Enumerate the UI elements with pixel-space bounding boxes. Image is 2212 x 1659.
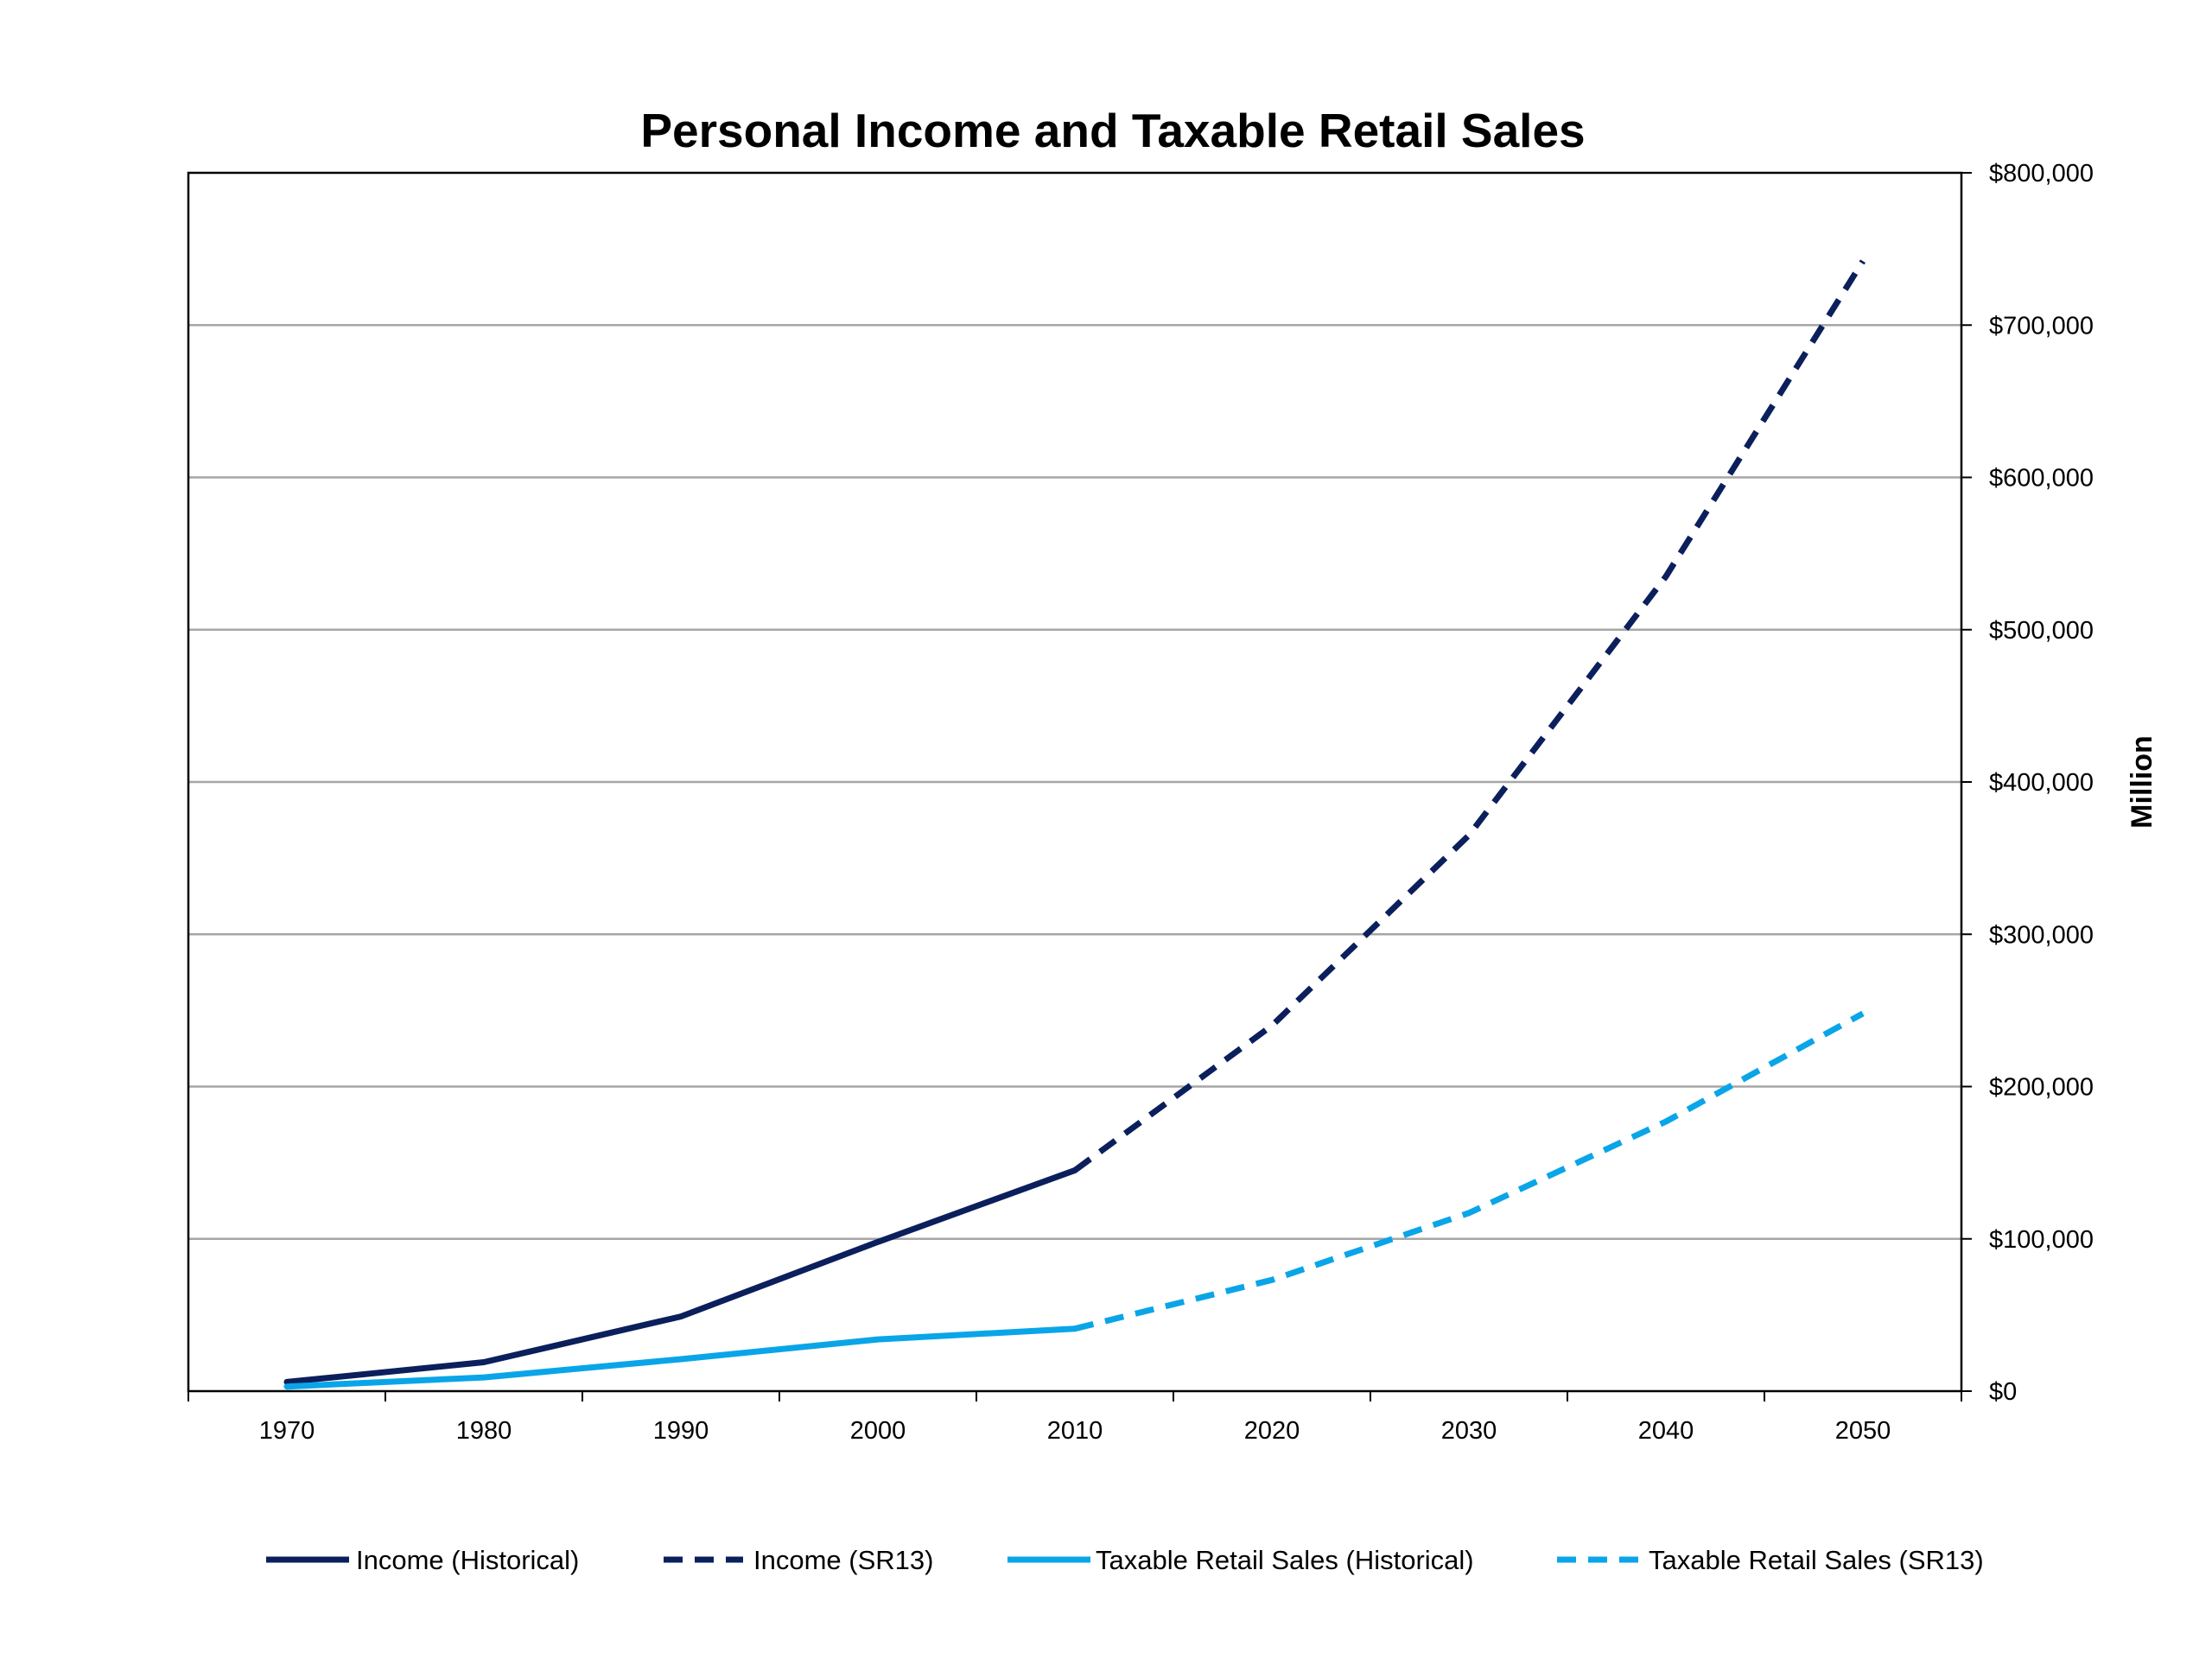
y-tick-label-6: $600,000 <box>1989 465 2094 493</box>
y-axis-title: Million <box>2126 735 2158 829</box>
y-tick-label-7: $700,000 <box>1989 312 2094 340</box>
legend-item-taxable-retail-sales-historical: Taxable Retail Sales (Historical) <box>1007 1545 1474 1575</box>
x-tick-label-2000: 2000 <box>850 1417 906 1445</box>
y-tick-label-5: $500,000 <box>1989 617 2094 645</box>
chart-title: Personal Income and Taxable Retail Sales <box>640 104 1585 157</box>
legend: Income (Historical) Income (SR13) Taxable … <box>266 1545 1984 1575</box>
legend-label-taxable-retail-sales-sr13: Taxable Retail Sales (SR13) <box>1649 1545 1984 1575</box>
y-tick-label-3: $300,000 <box>1989 921 2094 949</box>
legend-item-taxable-retail-sales-sr13: Taxable Retail Sales (SR13) <box>1557 1545 1984 1575</box>
x-tick-label-2040: 2040 <box>1638 1417 1694 1445</box>
x-axis: 1970 1980 1990 2000 2010 2020 2030 2040 2050 <box>188 1391 1962 1445</box>
y-tick-label-1: $100,000 <box>1989 1226 2094 1254</box>
x-tick-label-1980: 1980 <box>456 1417 512 1445</box>
x-tick-label-2050: 2050 <box>1835 1417 1891 1445</box>
series-line-taxable-retail-sales-sr13 <box>1074 1010 1865 1332</box>
series-lines <box>283 259 1866 1390</box>
y-tick-label-2: $200,000 <box>1989 1074 2094 1102</box>
legend-item-income-historical: Income (Historical) <box>266 1545 579 1575</box>
legend-item-income-sr13: Income (SR13) <box>664 1545 933 1575</box>
x-tick-label-2020: 2020 <box>1244 1417 1300 1445</box>
x-tick-label-2010: 2010 <box>1047 1417 1103 1445</box>
x-tick-label-2030: 2030 <box>1441 1417 1497 1445</box>
series-line-taxable-retail-sales-historical <box>283 1325 1078 1390</box>
series-line-income-sr13 <box>1072 259 1866 1173</box>
y-tick-label-8: $800,000 <box>1989 160 2094 188</box>
x-tick-label-1970: 1970 <box>259 1417 315 1445</box>
y-tick-label-4: $400,000 <box>1989 769 2094 797</box>
y-tick-label-0: $0 <box>1989 1378 2017 1406</box>
legend-label-income-historical: Income (Historical) <box>356 1545 579 1575</box>
y-axis: $0 $100,000 $200,000 $300,000 $400,000 $500,0… <box>1961 160 2094 1406</box>
legend-label-taxable-retail-sales-historical: Taxable Retail Sales (Historical) <box>1096 1545 1474 1575</box>
gridlines <box>188 324 1961 1240</box>
series-line-income-historical <box>283 1166 1078 1385</box>
x-tick-label-1990: 1990 <box>653 1417 709 1445</box>
legend-label-income-sr13: Income (SR13) <box>753 1545 933 1575</box>
